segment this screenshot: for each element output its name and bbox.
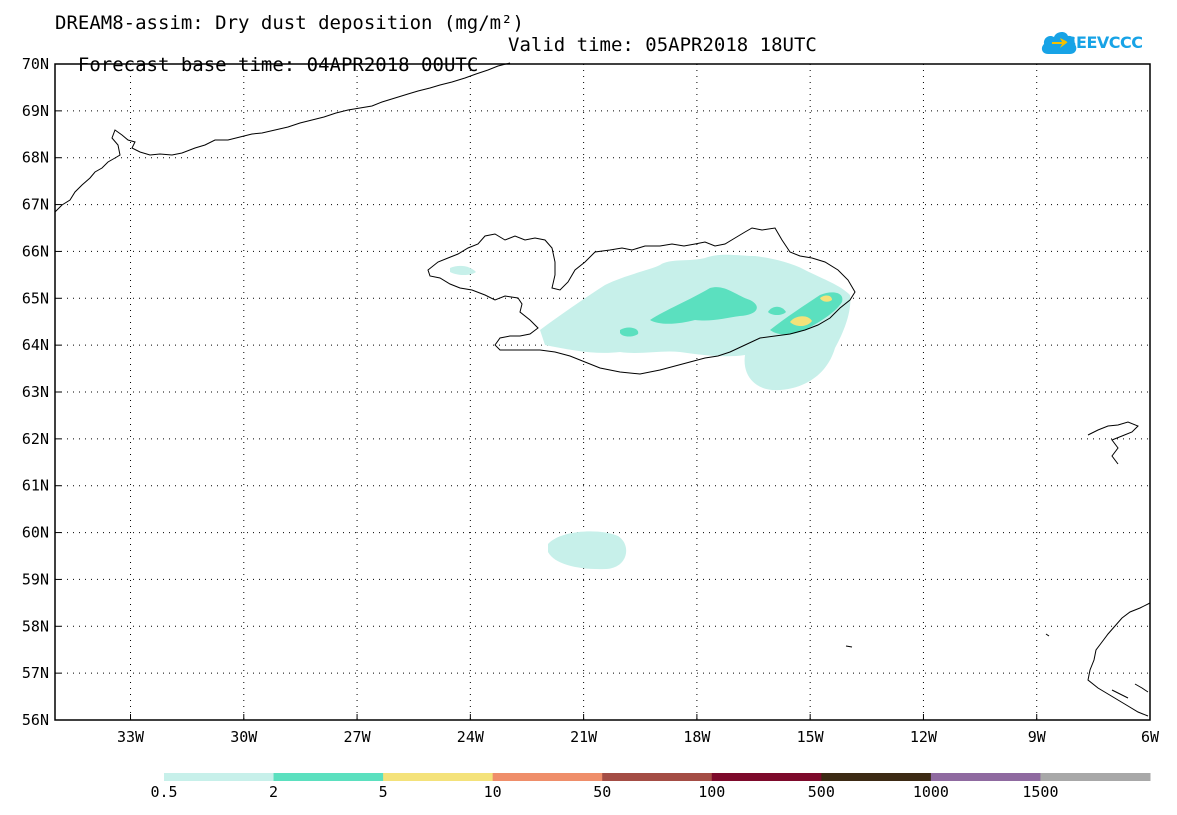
dust-area-medium xyxy=(768,306,786,315)
dust-area-high xyxy=(820,295,832,302)
legend-swatch xyxy=(164,773,275,781)
legend-label: 0.5 xyxy=(150,783,178,801)
legend-swatch xyxy=(602,773,713,781)
lon-label: 30W xyxy=(230,728,258,746)
islet-coast xyxy=(1045,633,1050,637)
lat-label: 61N xyxy=(22,477,49,495)
map-frame xyxy=(54,63,1151,721)
legend-swatch xyxy=(821,773,932,781)
lon-label: 27W xyxy=(344,728,372,746)
latitude-labels: 70N 69N 68N 67N 66N 65N 64N 63N 62N 61N 60N 59N 58N 5… xyxy=(22,55,49,729)
lon-label: 15W xyxy=(797,728,825,746)
legend-label: 1500 xyxy=(1022,783,1059,801)
dust-area-medium xyxy=(620,327,639,337)
lat-label: 68N xyxy=(22,149,49,167)
legend-swatch xyxy=(930,773,1041,781)
lat-label: 56N xyxy=(22,711,49,729)
legend-label: 50 xyxy=(593,783,612,801)
dust-deposition-areas xyxy=(450,254,851,570)
cloud-logo-icon xyxy=(1041,31,1077,54)
lat-label: 67N xyxy=(22,196,49,214)
lon-label: 33W xyxy=(117,728,145,746)
legend-swatch xyxy=(273,773,384,781)
legend-label: 500 xyxy=(807,783,835,801)
legend-label: 10 xyxy=(483,783,502,801)
lon-label: 9W xyxy=(1028,728,1047,746)
legend-swatch xyxy=(383,773,494,781)
legend-swatch xyxy=(711,773,822,781)
scotland-coast xyxy=(1087,602,1151,717)
lat-label: 64N xyxy=(22,336,49,354)
legend-label: 2 xyxy=(269,783,279,801)
islet-coast xyxy=(845,645,853,648)
valid-time: Valid time: 05APR2018 18UTC xyxy=(508,34,817,56)
lat-label: 59N xyxy=(22,570,49,588)
legend-colorbar xyxy=(164,773,1151,781)
iceland-coast xyxy=(427,227,856,375)
lat-label: 60N xyxy=(22,524,49,542)
dust-area-light xyxy=(450,265,476,275)
dust-area-light xyxy=(540,254,851,391)
longitude-labels: 33W 30W 27W 24W 21W 18W 15W 12W 9W 6W xyxy=(117,728,1160,746)
lat-label: 57N xyxy=(22,664,49,682)
lon-label: 12W xyxy=(910,728,938,746)
lat-label: 58N xyxy=(22,617,49,635)
legend-label: 5 xyxy=(378,783,388,801)
grid-lines xyxy=(55,63,1151,721)
lat-label: 70N xyxy=(22,55,49,73)
legend-swatch xyxy=(492,773,603,781)
lat-label: 65N xyxy=(22,289,49,307)
legend-swatch xyxy=(1040,773,1151,781)
greenland-coast xyxy=(54,62,511,213)
dust-area-medium xyxy=(650,287,757,324)
logo-text: SEEVCCC xyxy=(1065,33,1143,52)
lon-label: 6W xyxy=(1141,728,1160,746)
legend-label: 1000 xyxy=(912,783,949,801)
legend-label: 100 xyxy=(698,783,726,801)
lon-label: 21W xyxy=(570,728,598,746)
lat-label: 69N xyxy=(22,102,49,120)
dust-area-high xyxy=(790,316,812,327)
lat-label: 62N xyxy=(22,430,49,448)
coastlines xyxy=(54,62,1151,717)
faroe-coast xyxy=(1087,421,1139,465)
dust-area-medium xyxy=(770,292,843,335)
lon-label: 18W xyxy=(683,728,711,746)
lon-label: 24W xyxy=(457,728,485,746)
hebrides-coast xyxy=(1111,683,1149,699)
forecast-base-time: Forecast base time: 04APR2018 00UTC xyxy=(77,54,479,76)
lat-label: 63N xyxy=(22,383,49,401)
lat-label: 66N xyxy=(22,242,49,260)
dust-area-light xyxy=(548,531,627,570)
map-title: DREAM8-assim: Dry dust deposition (mg/m²… xyxy=(55,12,524,34)
